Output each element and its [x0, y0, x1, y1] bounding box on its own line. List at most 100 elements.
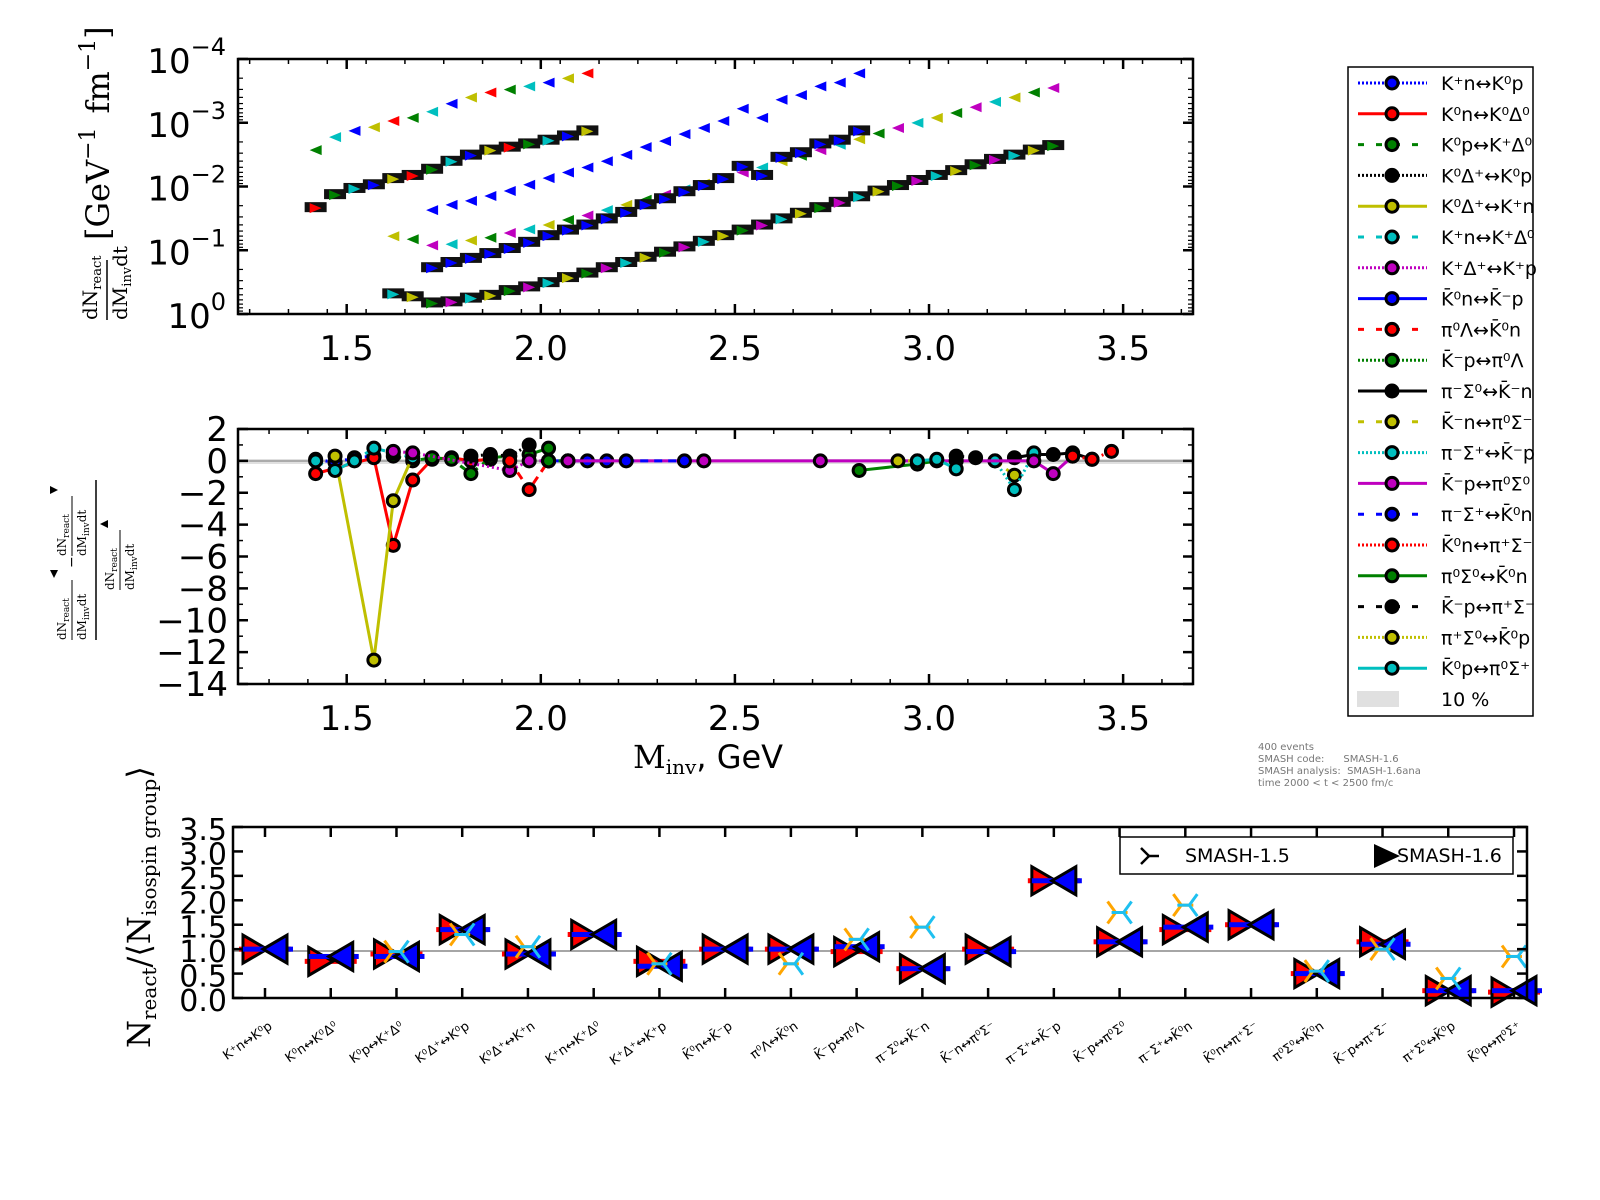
bottom-data-marks	[239, 864, 1542, 1009]
series-line	[333, 455, 415, 661]
triangle-marker	[484, 290, 497, 301]
legend-label: π⁺Σ⁰↔K̄⁰p	[1441, 625, 1530, 649]
legend-label: K⁰n↔K⁰Δ⁰	[1441, 104, 1530, 126]
triangle-marker	[1008, 150, 1021, 161]
triangle-marker	[600, 263, 613, 274]
triangle-marker	[756, 170, 769, 181]
category-label: π⁰Λ↔K̄⁰n	[747, 1019, 801, 1063]
band-marker-stack	[692, 122, 715, 192]
legend-item: K̄⁰n↔K̄⁻p	[1358, 286, 1524, 311]
triangle-marker	[814, 139, 827, 150]
top-y-ticks: 100 10−1 10−2 10−3 10−4	[147, 33, 1193, 337]
smash15-tri-marker	[1500, 955, 1512, 969]
triangle-marker	[697, 122, 710, 133]
y-tick-label: −14	[156, 665, 228, 705]
smash15-tri-marker	[777, 962, 789, 976]
y-tick-label: 10−2	[147, 161, 226, 210]
band-marker-stack	[518, 179, 541, 248]
category-label: K⁰Δ⁺↔K⁰p	[413, 1019, 473, 1067]
legend-marker-icon	[1384, 167, 1400, 183]
smash15-tri-marker	[1106, 900, 1117, 914]
category-markers	[1225, 908, 1280, 942]
svg-text:dNreact: dNreact	[55, 598, 72, 640]
band-marker-stack	[595, 205, 618, 274]
data-point	[405, 445, 421, 461]
triangle-marker	[309, 145, 322, 156]
legend-label: π⁻Σ⁰↔K̄⁻n	[1441, 379, 1533, 403]
x-tick-label: 3.0	[902, 329, 956, 369]
band-marker-stack	[479, 87, 502, 156]
svg-text:−: −	[64, 556, 80, 568]
triangle-marker	[581, 268, 594, 279]
triangle-marker	[1027, 145, 1040, 156]
bottom-y-axis-label: Nreact/⟨Nisospin group⟩	[120, 766, 161, 1048]
band-marker-stack	[324, 132, 347, 201]
triangle-marker	[581, 162, 594, 173]
legend-item: K⁺n↔K⁺Δ⁰	[1358, 227, 1535, 249]
triangle-marker	[620, 207, 633, 218]
data-point	[541, 453, 557, 469]
band-marker-stack	[556, 215, 579, 284]
triangle-marker	[484, 190, 497, 201]
triangle-marker	[387, 116, 400, 127]
svg-text:dMinvdt: dMinvdt	[108, 246, 135, 320]
bottom-legend-label: SMASH-1.6	[1397, 845, 1502, 867]
triangle-marker	[387, 174, 400, 185]
smash15-tri-marker	[514, 934, 526, 948]
triangle-marker	[756, 112, 769, 123]
triangle-marker	[872, 128, 885, 139]
category-label: K⁺n↔K⁰p	[220, 1019, 275, 1064]
reverse-triangle-marker	[983, 934, 1012, 969]
band-marker-stack	[459, 195, 482, 264]
triangle-marker	[581, 220, 594, 231]
bottom-legend-label: SMASH-1.5	[1185, 845, 1290, 867]
triangle-marker	[639, 252, 652, 263]
reverse-triangle-marker	[325, 939, 355, 974]
category-label: π⁻Σ⁺↔K̄⁰n	[1135, 1019, 1195, 1068]
band-marker-stack	[1022, 87, 1045, 156]
smash15-tri-marker	[1303, 959, 1315, 973]
triangle-marker	[756, 220, 769, 231]
y-tick-label: −4	[178, 506, 228, 546]
band-marker-stack	[789, 150, 812, 219]
bottom-plot-frame	[231, 825, 1529, 1000]
legend-label: K⁺Δ⁺↔K⁺p	[1441, 258, 1537, 280]
top-panel: 1.5 2.0 2.5 3.0 3.5 100 10−1 10−2 10−3 10−4 dNre…	[76, 26, 1195, 369]
triangle-marker	[911, 117, 924, 128]
triangle-marker	[678, 187, 691, 198]
band-marker-stack	[848, 134, 871, 203]
category-markers	[830, 927, 885, 969]
smash15-tri-marker	[1122, 900, 1133, 914]
info-line: 400 events	[1258, 742, 1314, 753]
smash15-tri-marker	[448, 933, 460, 947]
legend-marker-icon	[1384, 383, 1400, 399]
triangle-marker	[445, 257, 458, 268]
triangle-marker	[1008, 92, 1021, 103]
category-markers	[1027, 864, 1082, 898]
smash15-tri-marker	[843, 938, 854, 952]
band-marker-stack	[751, 112, 774, 181]
triangle-marker	[523, 282, 536, 293]
data-point	[327, 462, 343, 478]
triangle-marker	[464, 92, 477, 103]
triangle-marker	[989, 96, 1002, 107]
smash15-tri-marker	[1172, 893, 1183, 907]
triangle-marker	[581, 126, 594, 137]
legend-marker-icon	[1384, 506, 1400, 522]
middle-data-marks	[308, 437, 1119, 668]
reverse-triangle-marker	[588, 917, 618, 952]
category-markers	[370, 937, 425, 974]
triangle-marker	[561, 73, 574, 84]
triangle-marker	[775, 94, 788, 105]
smash15-tri-marker	[530, 945, 542, 959]
y-tick-label: −6	[178, 538, 228, 578]
smash15-tri-marker	[448, 922, 460, 936]
band-marker-stack	[925, 112, 948, 181]
band-marker-stack	[731, 103, 754, 172]
data-point	[327, 448, 343, 464]
smash15-tri-marker	[925, 926, 936, 940]
series	[618, 453, 692, 469]
smash15-tri-marker	[843, 927, 854, 941]
smash15-tri-marker	[383, 950, 394, 964]
data-point	[851, 462, 867, 478]
